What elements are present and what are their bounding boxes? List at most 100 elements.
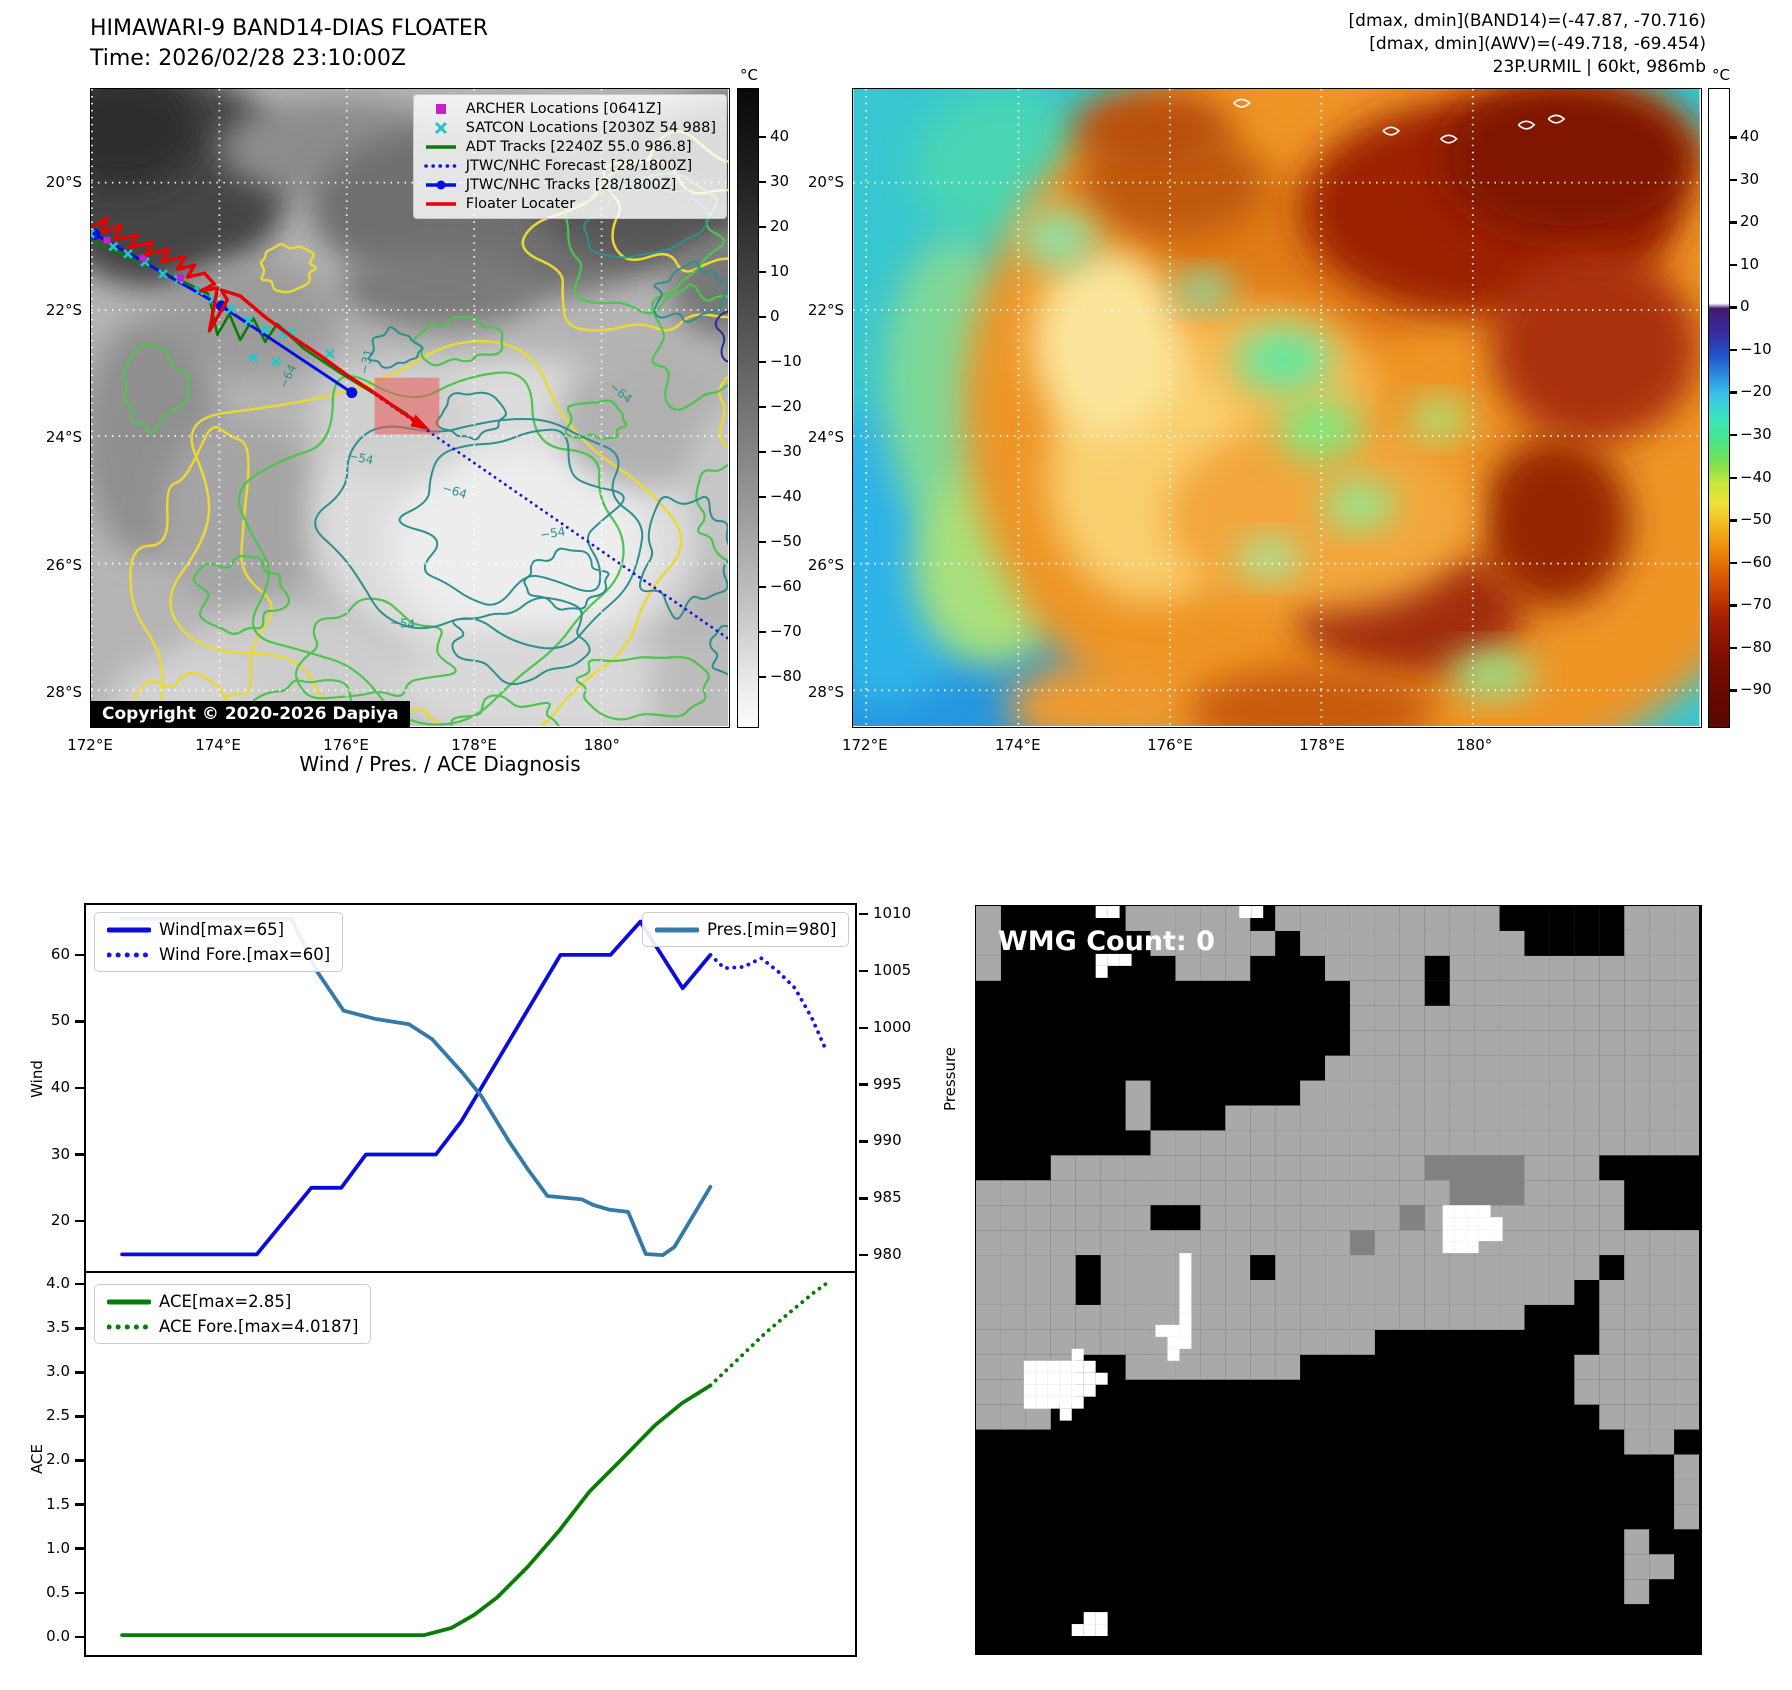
lat-tick-label: 26°S xyxy=(45,555,82,574)
colorbar-tick xyxy=(759,225,766,229)
chart-legend-label: Pres.[min=980] xyxy=(707,920,837,939)
lon-tick-label: 180° xyxy=(1456,736,1493,754)
legend-item: ADT Tracks [2240Z 55.0 986.8] xyxy=(424,139,716,155)
colorbar-tick-label: −70 xyxy=(770,621,802,640)
y-axis-tick xyxy=(75,1503,84,1506)
awv-map-art xyxy=(853,89,1700,726)
colorbar-tick xyxy=(1730,178,1737,182)
lat-tick-label: 22°S xyxy=(807,301,844,320)
colorbar-tick xyxy=(759,315,766,319)
pressure-axis-label: Pressure xyxy=(941,1046,960,1112)
lat-tick-label: 24°S xyxy=(45,427,82,446)
y-axis-tick xyxy=(75,1591,84,1595)
legend-item-label: ADT Tracks [2240Z 55.0 986.8] xyxy=(465,139,692,155)
colorbar-tick-label: −30 xyxy=(1740,424,1772,443)
dmax-dmin-awv: [dmax, dmin](AWV)=(-49.718, -69.454) xyxy=(1369,34,1706,54)
colorbar-tick xyxy=(759,135,766,139)
band14-title: HIMAWARI-9 BAND14-DIAS FLOATER xyxy=(90,16,489,41)
lat-tick-label: 20°S xyxy=(45,173,82,192)
y-axis-tick-label: 1.0 xyxy=(46,1538,70,1557)
colorbar-tick-label: −70 xyxy=(1740,595,1772,614)
colorbar-tick-label: −40 xyxy=(1740,467,1772,486)
legend-item-label: Floater Locater xyxy=(465,196,576,212)
colorbar-tick-label: −80 xyxy=(770,666,802,685)
lat-tick-label: 20°S xyxy=(807,173,844,192)
chart-legend-item: Wind[max=65] xyxy=(107,920,330,939)
colorbar-tick xyxy=(1730,604,1737,607)
y-axis-tick xyxy=(75,1020,84,1023)
colorbar-tick-label: 0 xyxy=(1740,297,1750,316)
colorbar-tick xyxy=(1730,689,1737,692)
line-legend-swatch-icon xyxy=(425,145,456,149)
chart-legend: ACE[max=2.85] ACE Fore.[max=4.0187] xyxy=(94,1284,372,1344)
lat-tick-label: 28°S xyxy=(807,683,844,702)
copyright-badge: Copyright © 2020-2026 Dapiya xyxy=(91,701,410,727)
colorbar-tick xyxy=(759,540,766,544)
y-axis-tick xyxy=(75,1547,84,1550)
colorbar-tick-label: −10 xyxy=(770,351,802,370)
y-axis-tick xyxy=(75,1371,84,1374)
legend-item-label: JTWC/NHC Tracks [28/1800Z] xyxy=(465,177,677,193)
chart-legend-item: Wind Fore.[max=60] xyxy=(107,945,330,964)
y2-axis-tick-label: 1005 xyxy=(873,960,912,979)
colorbar-tick-label: −20 xyxy=(1740,382,1772,401)
band14-map-legend: ARCHER Locations [0641Z] SATCON Locations… xyxy=(412,94,727,219)
legend-item: JTWC/NHC Tracks [28/1800Z] xyxy=(424,177,716,193)
colorbar-tick-label: 20 xyxy=(770,216,790,235)
lon-tick-label: 176°E xyxy=(323,736,369,754)
legend-item: ARCHER Locations [0641Z] xyxy=(424,101,716,117)
colorbar-tick-label: 10 xyxy=(1740,254,1760,273)
wmg-panel-art xyxy=(976,906,1700,1637)
colorbar-tick-label: 30 xyxy=(770,171,790,190)
colorbar-tick-label: 40 xyxy=(1740,127,1760,146)
solid-line-swatch-icon xyxy=(107,1299,151,1304)
y2-axis-tick xyxy=(859,1197,868,1200)
y2-axis-tick xyxy=(859,1253,868,1257)
square-legend-swatch-icon xyxy=(435,104,446,114)
y2-axis-tick xyxy=(859,1026,868,1030)
y-axis-tick xyxy=(75,1459,84,1462)
contour-label: −54 xyxy=(389,615,415,631)
lat-tick-label: 24°S xyxy=(807,427,844,446)
awv-colorbar xyxy=(1708,88,1730,728)
awv-satellite-map xyxy=(852,88,1702,728)
colorbar-tick xyxy=(1730,306,1737,309)
colorbar-tick-label: 10 xyxy=(770,261,790,280)
y-axis-tick xyxy=(75,1635,84,1639)
y-axis-tick-label: 3.0 xyxy=(46,1362,70,1381)
y-axis-tick-label: 4.0 xyxy=(46,1274,70,1293)
lon-tick-label: 172°E xyxy=(67,736,113,754)
legend-item: Floater Locater xyxy=(424,196,716,212)
dmax-dmin-band14: [dmax, dmin](BAND14)=(-47.87, -70.716) xyxy=(1348,11,1706,31)
legend-item: JTWC/NHC Forecast [28/1800Z] xyxy=(423,158,716,174)
line-legend-swatch-icon xyxy=(425,202,456,206)
chart-legend: Pres.[min=980] xyxy=(642,912,850,947)
wmg-count-label: WMG Count: 0 xyxy=(998,926,1215,957)
colorbar-tick xyxy=(1730,646,1737,650)
lon-tick-label: 176°E xyxy=(1147,736,1193,754)
y2-axis-tick-label: 985 xyxy=(873,1188,902,1207)
dotted-legend-swatch-icon xyxy=(423,164,458,168)
chart-legend-label: ACE[max=2.85] xyxy=(159,1292,292,1311)
colorbar-tick xyxy=(1730,136,1737,139)
colorbar-tick-label: −80 xyxy=(1740,637,1772,656)
colorbar-tick-label: 30 xyxy=(1740,169,1760,188)
y2-axis-tick-label: 980 xyxy=(873,1245,902,1264)
y-axis-tick-label: 1.5 xyxy=(46,1494,70,1513)
colorbar-tick xyxy=(759,585,766,589)
chart-legend-label: Wind Fore.[max=60] xyxy=(159,945,331,964)
y2-axis-tick-label: 990 xyxy=(873,1131,902,1150)
colorbar-tick-label: −20 xyxy=(770,396,802,415)
lat-tick-label: 26°S xyxy=(807,555,844,574)
colorbar-tick xyxy=(1730,221,1737,224)
colorbar-tick xyxy=(759,675,766,679)
y-axis-tick xyxy=(75,1153,84,1156)
y-axis-tick-label: 0.0 xyxy=(46,1626,70,1645)
legend-item: SATCON Locations [2030Z 54 988] xyxy=(424,120,716,136)
y-axis-tick xyxy=(75,1327,84,1330)
chart-legend-item: Pres.[min=980] xyxy=(655,920,836,939)
y-axis-tick xyxy=(75,1415,84,1418)
colorbar-tick xyxy=(1730,561,1737,565)
y2-axis-tick xyxy=(859,969,868,973)
